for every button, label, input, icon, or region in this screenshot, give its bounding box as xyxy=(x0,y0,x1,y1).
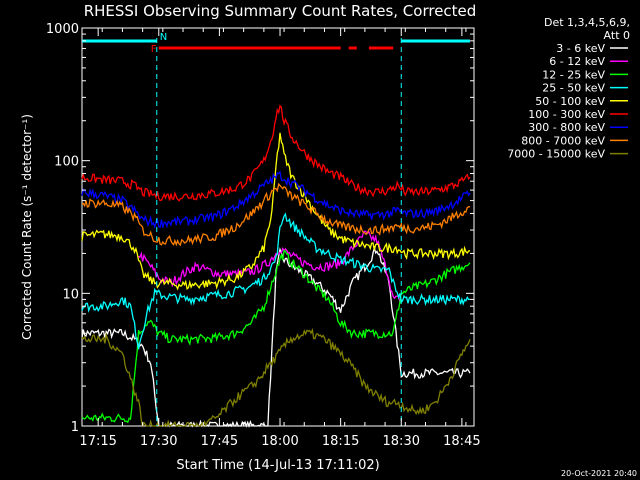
x-tick-label-5: 18:30 xyxy=(383,434,420,449)
legend-header-line-1: Det 1,3,4,5,6,9, xyxy=(544,16,630,29)
series-line-5 xyxy=(81,104,471,202)
flag-layer: FN xyxy=(82,32,470,426)
series-4 xyxy=(81,132,471,291)
y-tick-label-0: 1 xyxy=(71,420,79,435)
x-tick-label-0: 17:15 xyxy=(79,434,116,449)
series-line-8 xyxy=(81,327,471,429)
x-tick-label-4: 18:15 xyxy=(322,434,359,449)
series-3 xyxy=(81,212,471,350)
legend-header-line-2: Att 0 xyxy=(604,29,630,42)
series-line-7 xyxy=(81,182,471,247)
y-tick-label-3: 1000 xyxy=(46,22,79,37)
series-6 xyxy=(81,170,471,230)
series-layer xyxy=(81,104,471,429)
flag-label-F: F xyxy=(151,44,157,55)
legend-label-3: 25 - 50 keV xyxy=(542,82,605,95)
flag-label-N: N xyxy=(160,32,167,43)
series-8 xyxy=(81,327,471,429)
legend-label-4: 50 - 100 keV xyxy=(535,95,605,108)
plot-frame xyxy=(81,27,475,427)
x-tick-label-3: 18:00 xyxy=(261,434,298,449)
x-axis-label: Start Time (14-Jul-13 17:11:02) xyxy=(176,458,379,473)
x-tick-label-2: 17:45 xyxy=(201,434,238,449)
y-tick-label-1: 10 xyxy=(62,287,79,302)
series-5 xyxy=(81,104,471,202)
series-line-4 xyxy=(81,132,471,291)
legend-label-0: 3 - 6 keV xyxy=(556,42,605,55)
legend-label-2: 12 - 25 keV xyxy=(542,68,605,81)
y-tick-label-2: 100 xyxy=(54,155,79,170)
legend-label-7: 800 - 7000 keV xyxy=(521,134,605,147)
y-axis-label: Corrected Count Rate (s⁻¹ detector⁻¹) xyxy=(20,114,34,340)
x-tick-label-1: 17:30 xyxy=(140,434,177,449)
series-line-3 xyxy=(81,212,471,350)
series-line-2 xyxy=(81,249,471,424)
x-tick-label-6: 18:45 xyxy=(443,434,480,449)
timestamp: 20-Oct-2021 20:40 xyxy=(561,469,637,478)
axis-layer: 17:15 17:30 17:45 18:00 18:15 18:30 18:45 1 10 10… xyxy=(46,22,481,449)
series-2 xyxy=(81,249,471,424)
series-line-6 xyxy=(81,170,471,230)
chart-title: RHESSI Observing Summary Count Rates, Co… xyxy=(84,2,477,20)
legend-label-8: 7000 - 15000 keV xyxy=(507,148,605,161)
legend-label-5: 100 - 300 keV xyxy=(528,108,605,121)
series-7 xyxy=(81,182,471,247)
legend-label-6: 300 - 800 keV xyxy=(528,121,605,134)
legend-label-1: 6 - 12 keV xyxy=(549,55,605,68)
